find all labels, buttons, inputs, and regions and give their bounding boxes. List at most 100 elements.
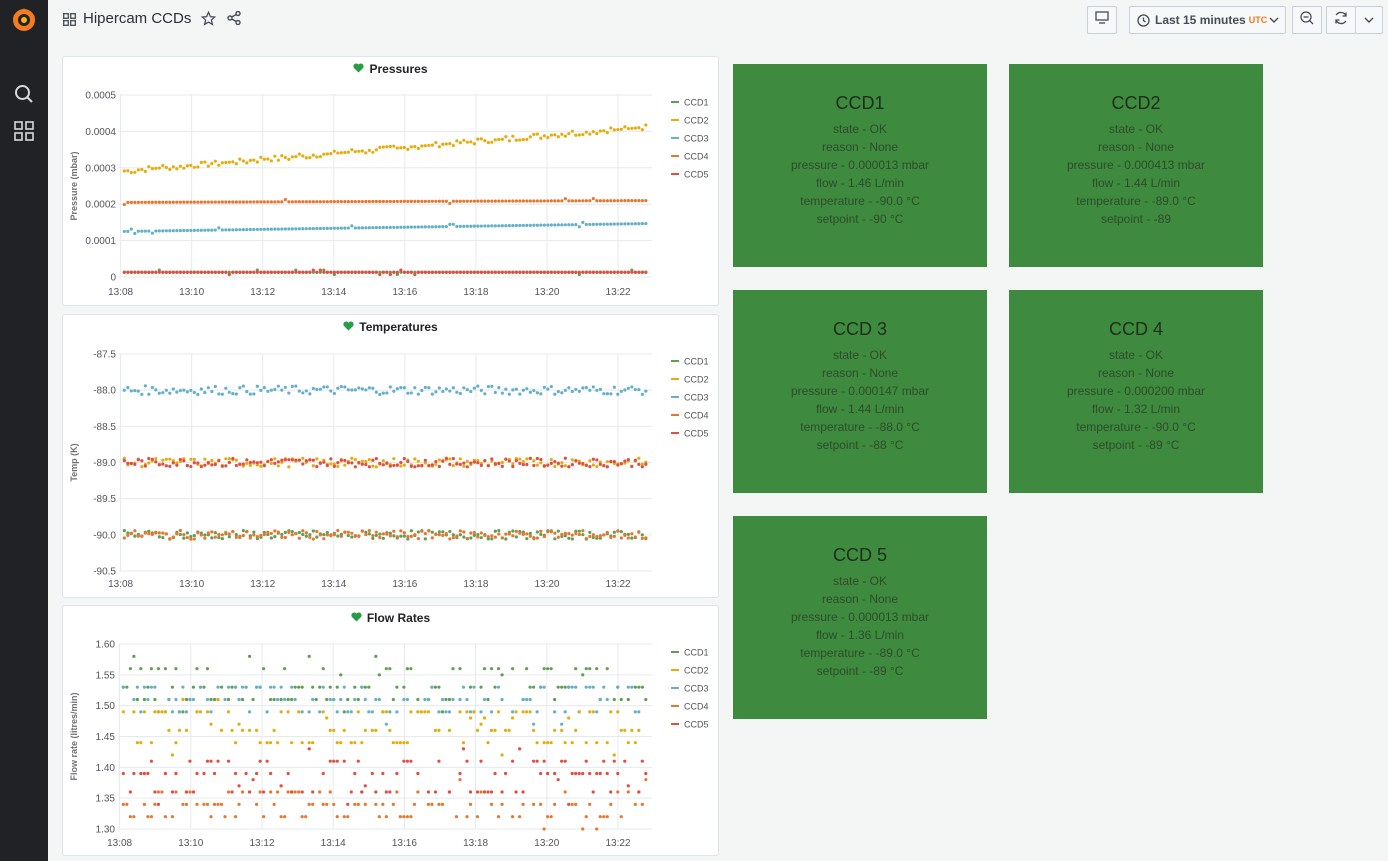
data-point <box>486 384 490 389</box>
data-point <box>300 790 304 794</box>
data-point <box>346 530 350 534</box>
data-point <box>353 802 357 806</box>
data-point <box>553 537 557 541</box>
data-point <box>609 535 613 540</box>
data-point <box>405 759 409 763</box>
data-point <box>353 465 357 469</box>
data-point <box>444 710 448 714</box>
data-point <box>374 457 378 461</box>
ccd1-status-panel[interactable]: CCD1 state - OK reason - None pressure -… <box>733 64 987 267</box>
data-point <box>490 199 494 203</box>
data-point <box>556 461 560 465</box>
temperatures-panel[interactable]: Temperatures -87.5 -88.0 -88.5 -89.0 -89.5 -9… <box>62 314 719 598</box>
dashboards-icon[interactable] <box>8 115 40 147</box>
data-point <box>279 685 283 689</box>
flow-rates-panel[interactable]: Flow Rates 1.60 1.55 1.50 1.45 1.40 1.35 1.30 1… <box>62 605 719 856</box>
data-point <box>297 389 301 393</box>
data-point <box>483 224 487 228</box>
data-point <box>451 386 455 390</box>
data-point <box>584 759 588 763</box>
data-point <box>133 270 137 274</box>
data-point <box>507 270 511 274</box>
data-point <box>476 199 480 203</box>
data-point <box>311 386 315 391</box>
data-point <box>500 391 504 395</box>
time-picker-button[interactable]: Last 15 minutes UTC <box>1129 6 1286 34</box>
data-point <box>549 199 553 203</box>
x-tick-label: 13:18 <box>463 579 488 590</box>
data-point <box>168 457 172 461</box>
data-point <box>637 462 641 466</box>
data-point <box>300 685 304 689</box>
data-point <box>349 741 353 745</box>
data-point <box>416 530 420 534</box>
data-point <box>602 129 606 133</box>
zoom-out-button[interactable] <box>1292 6 1322 34</box>
monitor-icon <box>1095 11 1109 29</box>
data-point <box>574 387 578 391</box>
data-point <box>321 685 325 689</box>
data-point <box>192 200 196 204</box>
data-point <box>633 685 637 689</box>
data-point <box>598 387 602 392</box>
data-point <box>304 534 308 538</box>
tv-mode-button[interactable] <box>1087 6 1117 34</box>
data-point <box>325 802 329 806</box>
data-point <box>262 386 266 390</box>
data-point <box>212 771 217 776</box>
data-point <box>420 270 424 274</box>
data-point <box>189 457 193 461</box>
share-icon[interactable] <box>227 10 241 30</box>
data-point <box>133 231 137 236</box>
data-point <box>549 223 553 227</box>
data-point <box>511 529 515 533</box>
data-point <box>350 224 354 228</box>
data-point <box>353 199 357 204</box>
data-point <box>150 457 154 461</box>
ccd2-status-panel[interactable]: CCD2 state - OK reason - None pressure -… <box>1009 64 1263 267</box>
dashboard-title[interactable]: Hipercam CCDs <box>83 10 192 27</box>
pressures-panel[interactable]: Pressures 0 0.0001 0.0002 0.0003 0.0004 0.000… <box>62 56 719 306</box>
data-point <box>269 685 273 689</box>
data-point <box>265 741 269 745</box>
data-point <box>283 535 287 540</box>
data-point <box>476 384 480 388</box>
data-point <box>353 741 357 745</box>
ccd4-status-panel[interactable]: CCD 4 state - OK reason - None pressure … <box>1009 290 1263 493</box>
ccd-pressure: pressure - 0.000147 mbar <box>790 384 930 398</box>
data-point <box>191 697 196 702</box>
data-point <box>521 697 525 702</box>
data-point <box>189 534 193 539</box>
data-point <box>332 462 336 466</box>
data-point <box>563 223 567 227</box>
ccd5-status-panel[interactable]: CCD 5 state - OK reason - None pressure … <box>733 516 987 719</box>
data-point <box>472 533 476 537</box>
data-point <box>528 534 532 538</box>
search-icon[interactable] <box>8 78 40 110</box>
data-point <box>272 685 276 689</box>
grafana-logo-icon[interactable] <box>8 4 40 36</box>
data-point <box>346 802 350 806</box>
data-point <box>406 459 410 463</box>
data-point <box>588 710 592 714</box>
refresh-button[interactable] <box>1326 6 1356 34</box>
data-point <box>181 685 185 689</box>
data-point <box>367 386 371 390</box>
data-point <box>574 223 578 227</box>
data-point <box>595 534 599 539</box>
data-point <box>416 199 420 203</box>
data-point <box>150 532 154 536</box>
refresh-interval-button[interactable] <box>1355 6 1383 34</box>
star-icon[interactable] <box>200 10 217 31</box>
data-point <box>371 458 375 462</box>
ccd3-status-panel[interactable]: CCD 3 state - OK reason - None pressure … <box>733 290 987 493</box>
panel-title: Flow Rates <box>366 611 431 625</box>
dashboard-grid-icon[interactable] <box>63 13 76 31</box>
data-point <box>391 741 395 745</box>
data-point <box>581 771 585 776</box>
data-point <box>430 685 434 689</box>
data-point <box>486 141 490 145</box>
data-point <box>220 392 224 396</box>
data-point <box>503 771 508 776</box>
data-point <box>423 461 427 465</box>
